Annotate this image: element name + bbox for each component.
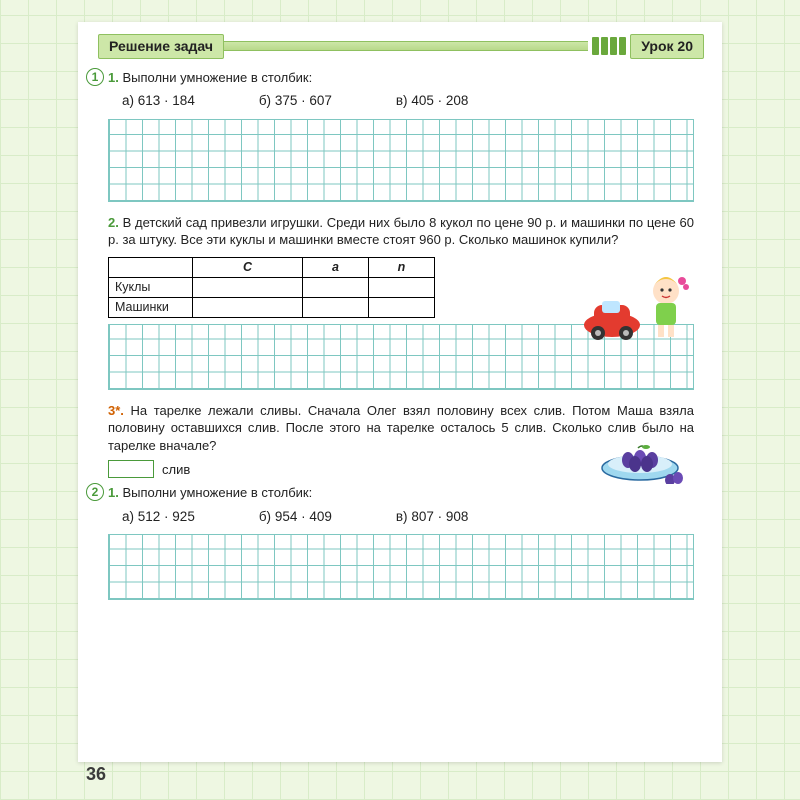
- header-ticks: [592, 37, 626, 55]
- workbook-page: Решение задач Урок 20 1 1. Выполни умнож…: [78, 22, 722, 762]
- table-corner: [109, 257, 193, 277]
- section-2: 2 1. Выполни умножение в столбик: а) 512…: [108, 484, 694, 600]
- work-grid-1[interactable]: [108, 119, 694, 202]
- item-c: в) 807 · 908: [396, 508, 468, 526]
- header-title: Решение задач: [98, 34, 224, 59]
- work-grid-3[interactable]: [108, 534, 694, 600]
- section-number-1: 1: [86, 68, 104, 86]
- item-b: б) 954 · 409: [259, 508, 332, 526]
- task-num: 1.: [108, 70, 119, 85]
- task-text: Выполни умножение в столбик:: [122, 70, 312, 85]
- task-2-1-items: а) 512 · 925 б) 954 · 409 в) 807 · 908: [122, 508, 694, 526]
- col-n: n: [369, 257, 435, 277]
- task-1-2-table: С а n Куклы Машинки: [108, 257, 435, 318]
- task-num: 1.: [108, 485, 119, 500]
- section-number-2: 2: [86, 483, 104, 501]
- task-1-2-text: 2. В детский сад привезли игрушки. Среди…: [108, 214, 694, 249]
- cell[interactable]: [193, 297, 303, 317]
- task-text: Выполни умножение в столбик:: [122, 485, 312, 500]
- task-num: 2.: [108, 215, 119, 230]
- answer-box[interactable]: [108, 460, 154, 478]
- task-text: В детский сад привезли игрушки. Среди ни…: [108, 215, 694, 248]
- task-2-1-title: 1. Выполни умножение в столбик:: [108, 484, 694, 502]
- item-a: а) 512 · 925: [122, 508, 195, 526]
- row-dolls-label: Куклы: [109, 277, 193, 297]
- item-c: в) 405 · 208: [396, 92, 468, 110]
- plums-icon: [592, 434, 688, 484]
- cell[interactable]: [193, 277, 303, 297]
- cell[interactable]: [303, 277, 369, 297]
- header-rule: [224, 41, 588, 51]
- page-number: 36: [86, 762, 106, 786]
- task-1-1-items: а) 613 · 184 б) 375 · 607 в) 405 · 208: [122, 92, 694, 110]
- task-1-2-body: С а n Куклы Машинки: [108, 257, 694, 318]
- header-lesson: Урок 20: [630, 34, 704, 59]
- cell[interactable]: [369, 277, 435, 297]
- doll-car-icon: [578, 265, 698, 343]
- page-header: Решение задач Урок 20: [98, 34, 704, 59]
- col-a: а: [303, 257, 369, 277]
- col-c: С: [193, 257, 303, 277]
- item-b: б) 375 · 607: [259, 92, 332, 110]
- answer-unit: слив: [162, 461, 190, 479]
- task-1-3-ans: слив: [108, 460, 694, 478]
- section-1: 1 1. Выполни умножение в столбик: а) 613…: [108, 69, 694, 479]
- item-a: а) 613 · 184: [122, 92, 195, 110]
- cell[interactable]: [369, 297, 435, 317]
- task-num: 3*.: [108, 403, 124, 418]
- cell[interactable]: [303, 297, 369, 317]
- row-cars-label: Машинки: [109, 297, 193, 317]
- task-1-1-title: 1. Выполни умножение в столбик:: [108, 69, 694, 87]
